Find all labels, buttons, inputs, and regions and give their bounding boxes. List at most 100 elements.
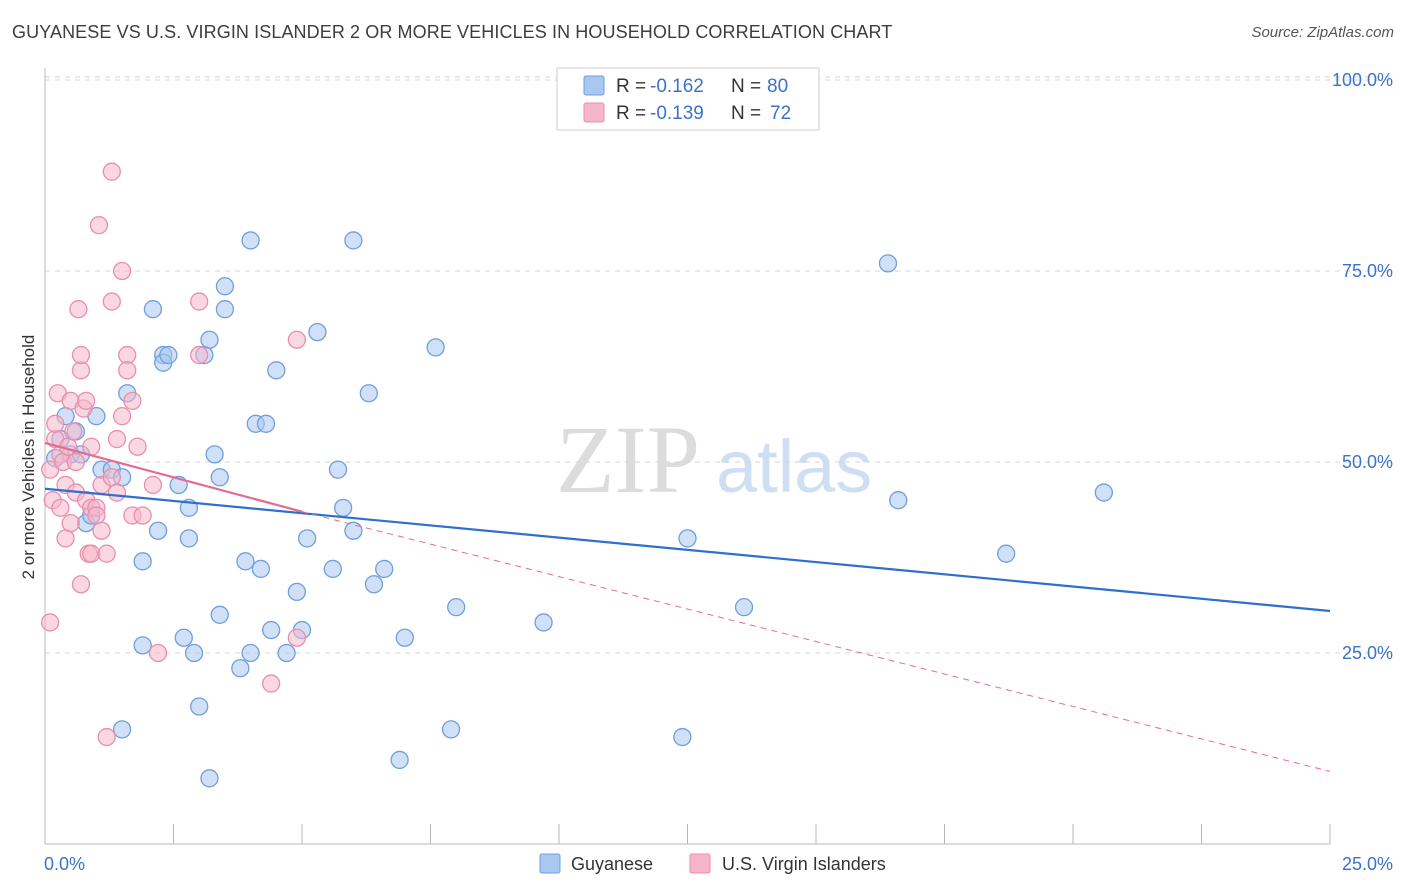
point-guyanese (1094, 483, 1113, 502)
source-label: Source: ZipAtlas.com (1251, 24, 1394, 41)
point-guyanese (159, 345, 178, 365)
legend: R = -0.162 N = 80 R = -0.139 N = 72 (556, 67, 820, 131)
x-tick-label-min: 0.0% (44, 854, 85, 874)
x-tick-labels: 0.0% 25.0% (44, 854, 1393, 874)
point-virgin-islanders (92, 521, 111, 540)
point-virgin-islanders (133, 506, 152, 525)
point-guyanese (148, 521, 168, 540)
point-virgin-islanders (102, 292, 121, 311)
point-virgin-islanders (287, 330, 307, 349)
point-guyanese (364, 575, 384, 594)
point-guyanese (215, 277, 235, 296)
bottom-legend-label-virgin-islanders: U.S. Virgin Islanders (722, 854, 886, 874)
point-virgin-islanders (102, 468, 121, 487)
point-guyanese (241, 643, 260, 663)
point-virgin-islanders (107, 483, 127, 502)
point-guyanese (210, 468, 229, 487)
point-virgin-islanders (40, 613, 60, 632)
point-guyanese (673, 727, 692, 747)
point-guyanese (426, 338, 445, 357)
point-guyanese (179, 529, 199, 548)
data-points (40, 162, 1113, 788)
point-virgin-islanders (128, 437, 147, 456)
point-guyanese (251, 559, 271, 579)
legend-n-value-virgin-islanders: 72 (770, 103, 791, 124)
y-tick-label: 100.0% (1332, 70, 1393, 90)
point-guyanese (323, 559, 342, 579)
trendline-guyanese (44, 487, 1331, 613)
bottom-legend: Guyanese U.S. Virgin Islanders (539, 853, 886, 874)
point-virgin-islanders (89, 216, 109, 235)
point-virgin-islanders (76, 391, 96, 411)
point-guyanese (395, 628, 414, 647)
point-virgin-islanders (143, 475, 163, 495)
point-guyanese (534, 613, 553, 632)
point-virgin-islanders (123, 391, 142, 411)
y-tick-label: 75.0% (1342, 261, 1393, 281)
point-guyanese (447, 598, 466, 617)
point-virgin-islanders (112, 407, 132, 426)
point-guyanese (308, 322, 327, 342)
point-virgin-islanders (287, 628, 307, 647)
point-virgin-islanders (71, 575, 91, 594)
point-guyanese (133, 552, 152, 571)
legend-n-label-guyanese: N = (731, 76, 766, 97)
bottom-legend-label-guyanese: Guyanese (571, 854, 653, 874)
x-tick-label-max: 25.0% (1342, 854, 1393, 874)
point-virgin-islanders (262, 674, 281, 693)
point-guyanese (678, 529, 697, 548)
point-guyanese (267, 361, 286, 380)
point-guyanese (200, 769, 219, 788)
legend-n-label-virgin-islanders: N = (731, 103, 766, 124)
point-virgin-islanders (107, 429, 127, 449)
point-guyanese (215, 300, 235, 319)
y-axis-label: 2 or more Vehicles in Household (19, 335, 38, 580)
point-virgin-islanders (118, 345, 137, 365)
point-virgin-islanders (69, 300, 88, 319)
point-virgin-islanders (51, 498, 70, 517)
point-virgin-islanders (66, 452, 85, 472)
point-guyanese (190, 697, 209, 716)
point-virgin-islanders (64, 422, 83, 441)
point-guyanese (174, 628, 193, 647)
legend-r-label-guyanese: R = (616, 76, 651, 97)
point-virgin-islanders (61, 513, 80, 533)
y-tick-labels: 25.0% 50.0% 75.0% 100.0% (1332, 70, 1393, 663)
point-guyanese (297, 529, 317, 548)
point-guyanese (878, 254, 898, 273)
point-guyanese (375, 559, 394, 579)
legend-r-value-virgin-islanders: -0.139 (650, 103, 704, 124)
point-virgin-islanders (46, 414, 65, 433)
point-guyanese (287, 582, 307, 602)
point-guyanese (256, 414, 276, 433)
point-guyanese (277, 643, 296, 663)
point-virgin-islanders (102, 162, 121, 181)
watermark-atlas: atlas (716, 425, 872, 508)
watermark-zip: ZIP (556, 406, 700, 513)
point-virgin-islanders (97, 544, 116, 563)
legend-n-value-guyanese: 80 (767, 76, 788, 97)
point-virgin-islanders (82, 544, 101, 563)
trendline-virgin-islanders (44, 441, 303, 513)
point-guyanese (262, 620, 281, 640)
point-guyanese (143, 300, 163, 319)
point-virgin-islanders (112, 261, 132, 281)
watermark: ZIP atlas (556, 406, 872, 513)
point-guyanese (328, 460, 348, 479)
point-guyanese (210, 605, 229, 624)
point-guyanese (241, 231, 260, 250)
point-guyanese (112, 720, 132, 739)
point-virgin-islanders (118, 361, 137, 380)
bottom-legend-swatch-virgin-islanders (689, 853, 711, 874)
point-virgin-islanders (190, 345, 209, 365)
point-guyanese (997, 544, 1016, 563)
point-guyanese (889, 491, 908, 510)
point-guyanese (333, 498, 353, 517)
trendlines (44, 441, 1331, 772)
y-tick-label: 25.0% (1342, 643, 1393, 663)
trendline-virgin-islanders-dashed (301, 511, 1331, 772)
point-guyanese (441, 720, 461, 739)
axes (44, 68, 1331, 845)
point-guyanese (344, 521, 363, 540)
